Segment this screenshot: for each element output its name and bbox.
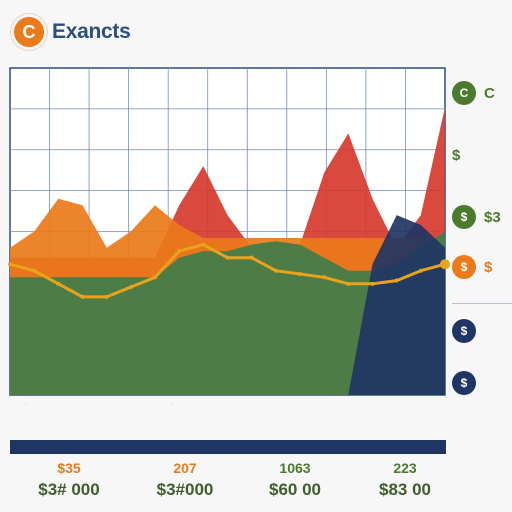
footer-stat-top: 1063	[279, 460, 311, 476]
legend: C C $ $ $3 $ $ $ $	[452, 78, 512, 408]
legend-dot: $	[452, 205, 476, 229]
footer-stat-top: 207	[173, 460, 197, 476]
footer-stat-top: 223	[393, 460, 417, 476]
line-point	[8, 262, 12, 267]
summary-bar	[10, 440, 446, 454]
legend-label: $3	[484, 208, 501, 226]
footer-stat: 207 $3#000	[130, 460, 240, 500]
line-point	[370, 281, 375, 286]
footer-stat: 1063 $60 00	[240, 460, 350, 500]
legend-item: $	[452, 140, 460, 170]
line-point	[225, 255, 230, 260]
x-tick-label: 200	[413, 402, 441, 405]
line-point	[273, 268, 278, 273]
logo-icon: C	[14, 17, 44, 47]
line-point	[32, 268, 37, 273]
legend-divider	[452, 303, 512, 304]
legend-dot: $	[452, 255, 476, 279]
x-tick-label: $S922	[168, 402, 217, 405]
legend-label: $	[452, 146, 461, 164]
line-point	[104, 294, 109, 299]
legend-item: $ $3	[452, 202, 501, 232]
footer-stat-bottom: $60 00	[269, 480, 321, 499]
area-chart: $S1135 $S922 200	[8, 67, 450, 405]
chart-title: Exancts	[52, 20, 131, 43]
legend-item: $	[452, 368, 476, 398]
legend-dot: $	[452, 319, 476, 343]
legend-item: $	[452, 316, 476, 346]
footer-stat-bottom: $3#000	[156, 480, 214, 499]
legend-dot: $	[452, 371, 476, 395]
line-point	[322, 275, 327, 280]
chart-area: $S1135 $S922 200	[0, 60, 450, 405]
legend-item: C C	[452, 78, 495, 108]
footer-stat-top: $35	[57, 460, 81, 476]
line-point	[80, 294, 85, 299]
line-point	[298, 272, 302, 277]
footer-stat-bottom: $3# 000	[38, 480, 100, 499]
line-point	[249, 255, 254, 260]
line-point	[346, 281, 351, 286]
footer-stat-bottom: $83 00	[379, 480, 431, 499]
chart-header: C Exancts	[14, 14, 131, 50]
area-series-3	[10, 231, 445, 395]
line-point	[177, 249, 182, 254]
legend-label: C	[484, 84, 495, 102]
area-series-4	[10, 215, 445, 395]
legend-label: $	[484, 258, 493, 276]
line-point	[128, 285, 133, 290]
line-point	[418, 268, 423, 273]
line-point	[394, 278, 399, 283]
footer-stat: $35 $3# 000	[14, 460, 124, 500]
line-point	[201, 242, 206, 247]
line-point	[153, 275, 157, 280]
x-tick-label: $S1135	[21, 402, 78, 405]
legend-dot: C	[452, 81, 476, 105]
legend-item: $ $	[452, 252, 492, 282]
line-point	[440, 259, 450, 270]
line-point	[56, 281, 61, 286]
footer-stat: 223 $83 00	[350, 460, 460, 500]
